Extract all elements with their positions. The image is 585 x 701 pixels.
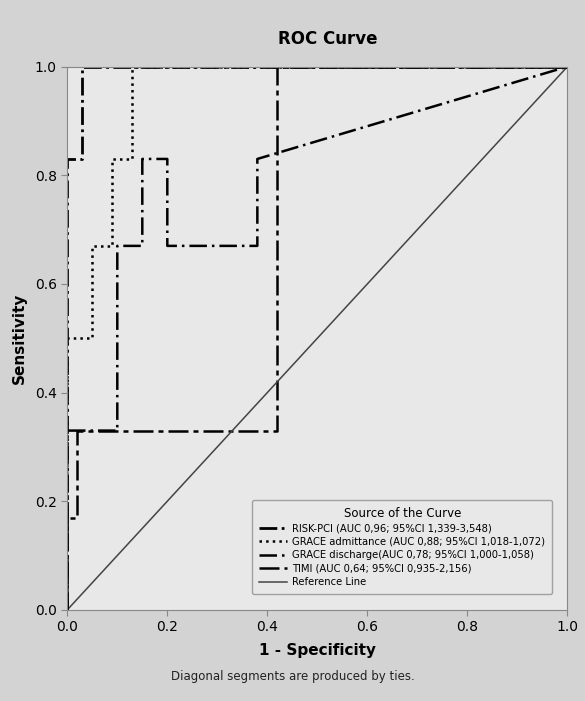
Text: ROC Curve: ROC Curve <box>278 30 377 48</box>
X-axis label: 1 - Specificity: 1 - Specificity <box>259 643 376 658</box>
Legend: RISK-PCI (AUC 0,96; 95%CI 1,339-3,548), GRACE admittance (AUC 0,88; 95%CI 1,018-: RISK-PCI (AUC 0,96; 95%CI 1,339-3,548), … <box>253 500 552 594</box>
Y-axis label: Sensitivity: Sensitivity <box>12 292 26 384</box>
Text: Diagonal segments are produced by ties.: Diagonal segments are produced by ties. <box>171 670 414 683</box>
